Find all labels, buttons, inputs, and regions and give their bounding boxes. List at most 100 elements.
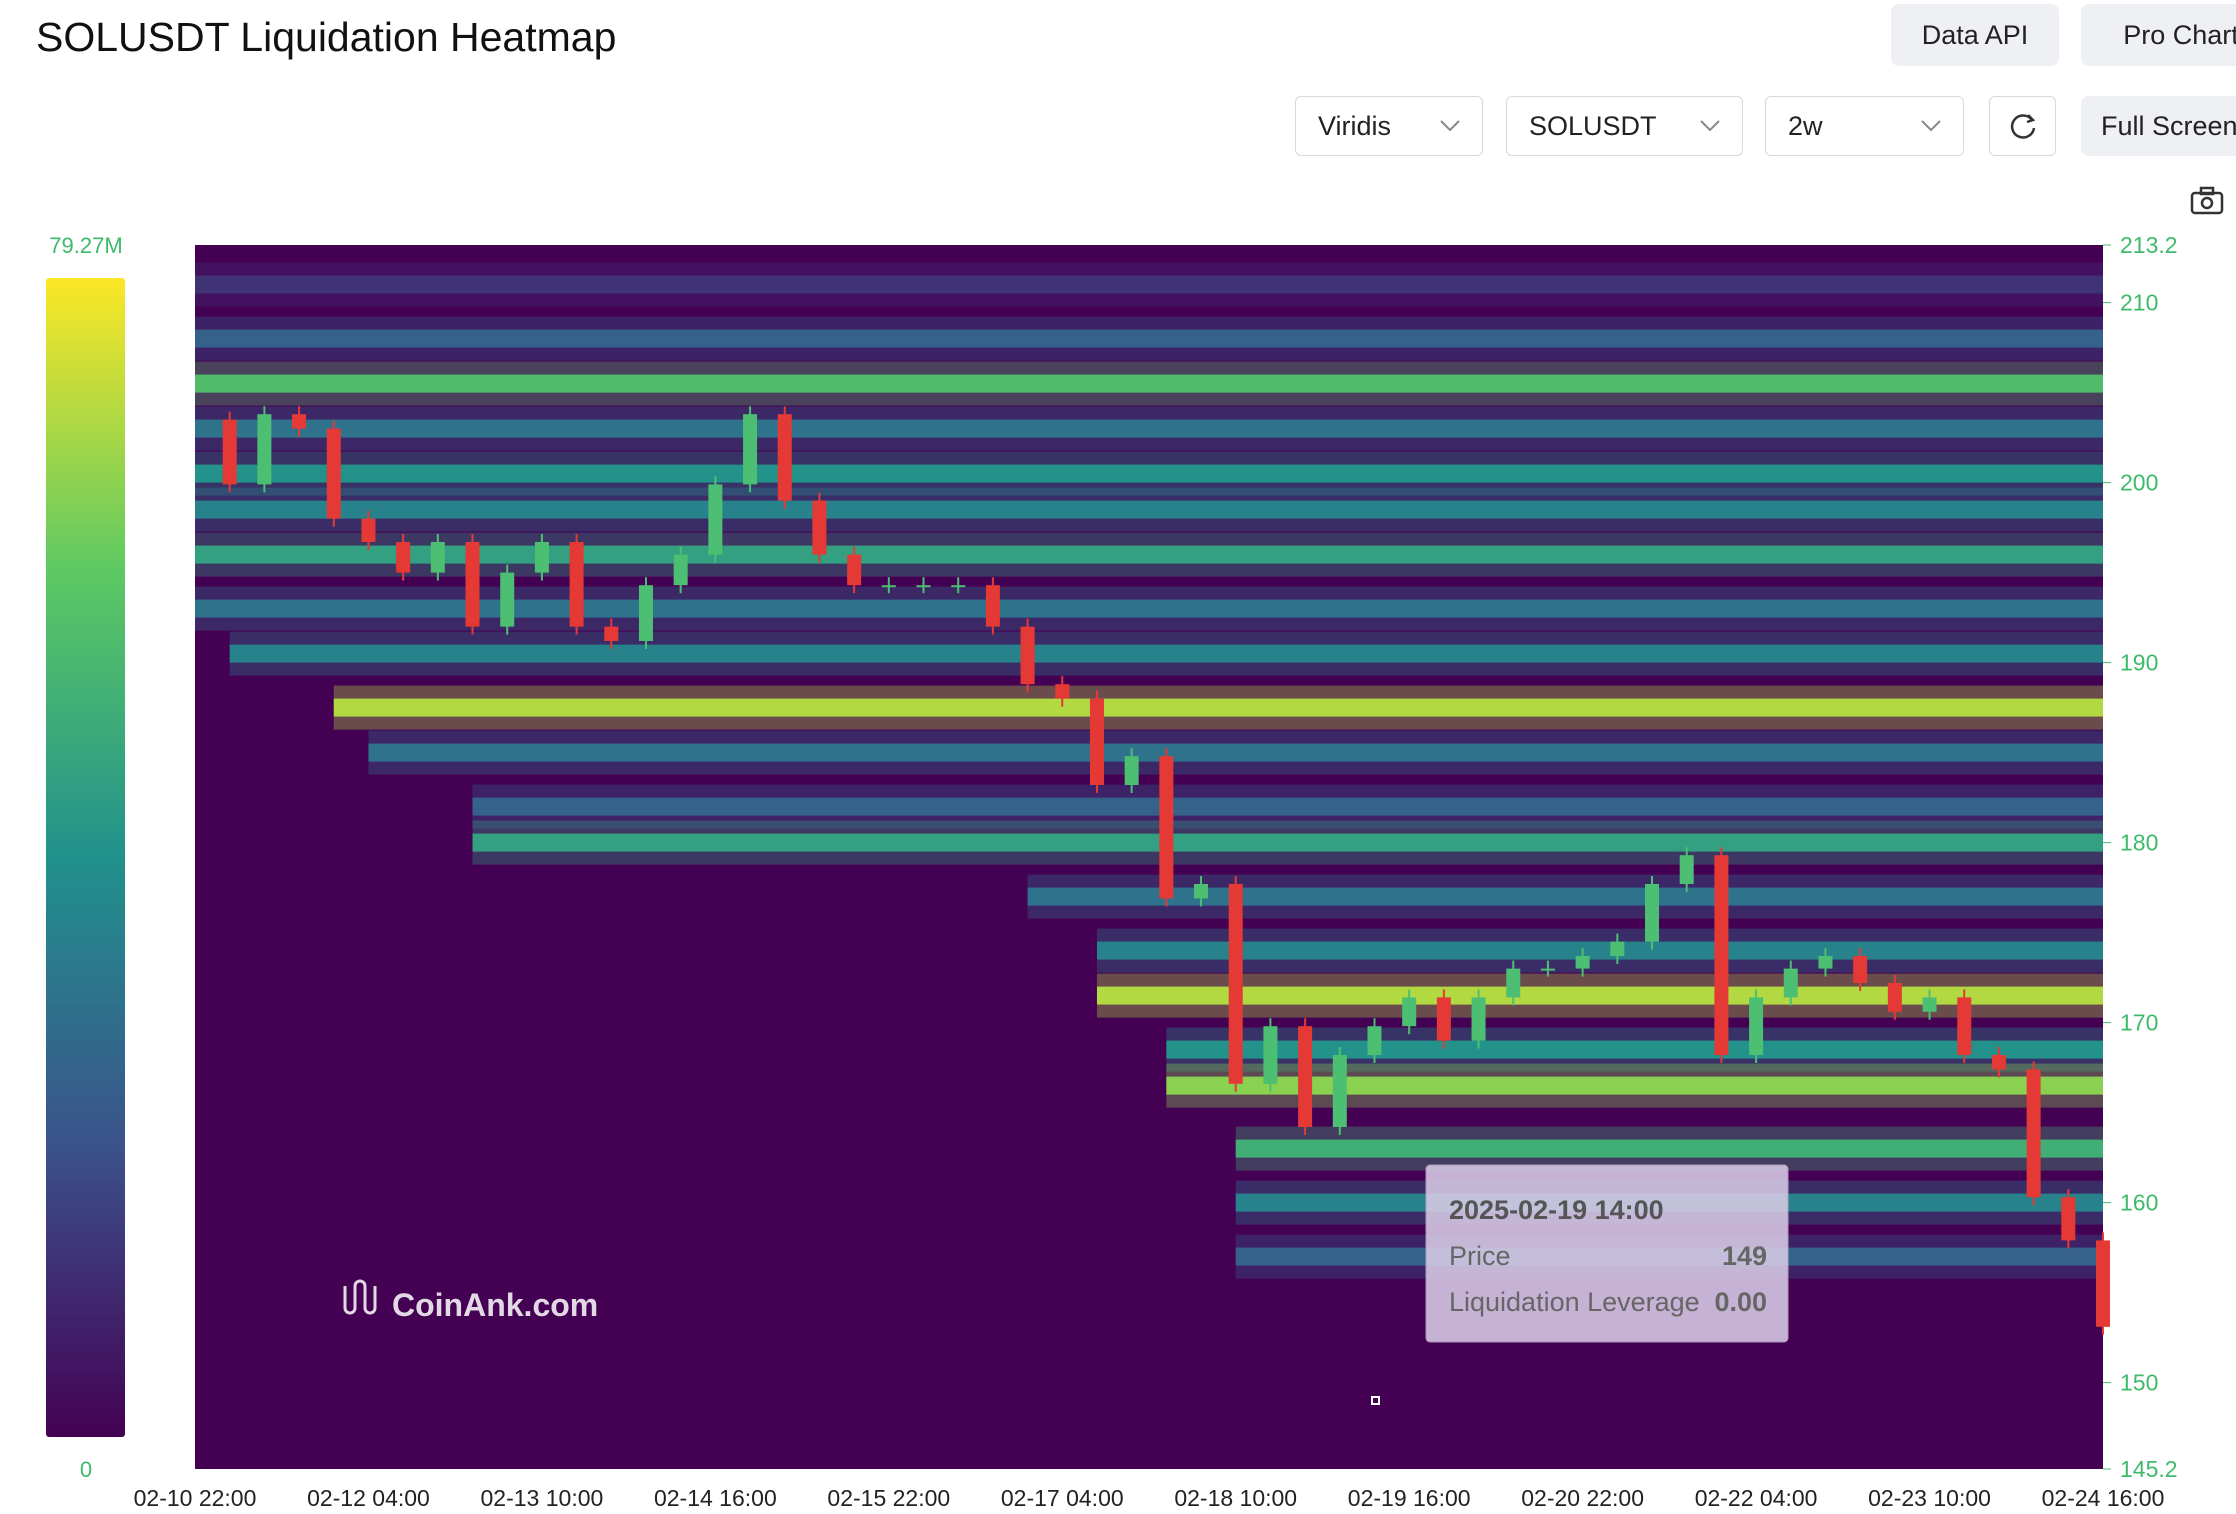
x-tick-label: 02-12 04:00	[307, 1485, 430, 1511]
colorbar-label: 0	[80, 1457, 92, 1482]
candle	[396, 542, 411, 573]
candle	[604, 626, 619, 641]
colorbar-label: 79.27M	[49, 233, 122, 258]
candle	[1887, 983, 1902, 1012]
candle	[1610, 941, 1625, 956]
liquidation-band	[229, 644, 2103, 663]
candle	[1540, 968, 1555, 971]
tooltip-time: 2025-02-19 14:00	[1449, 1195, 1664, 1225]
candle	[1922, 997, 1937, 1012]
camera-icon[interactable]	[2190, 186, 2224, 216]
candle	[708, 484, 723, 555]
cursor-marker	[1371, 1396, 1380, 1405]
colormap-value: Viridis	[1318, 110, 1392, 141]
liquidation-band	[368, 743, 2103, 762]
chevron	[1440, 120, 1460, 132]
candle	[2026, 1069, 2041, 1198]
colorbar	[46, 278, 125, 1437]
liquidation-band	[1096, 986, 2103, 1005]
candle	[534, 542, 549, 573]
watermark-logo	[343, 1279, 377, 1315]
liquidation-band	[1166, 1040, 2103, 1059]
candle	[361, 518, 376, 542]
y-tick-label: 150	[2120, 1370, 2158, 1396]
candle	[1783, 968, 1798, 998]
liquidation-band	[1235, 1139, 2103, 1158]
candle	[1124, 756, 1139, 785]
candle	[430, 542, 445, 573]
pro-chart-button[interactable]: Pro Chart	[2081, 4, 2236, 66]
candle	[1228, 884, 1243, 1084]
symbol-value: SOLUSDT	[1529, 110, 1657, 141]
range-value: 2w	[1788, 110, 1823, 141]
candle	[1575, 956, 1590, 969]
candle	[2096, 1240, 2110, 1327]
liquidation-band	[195, 329, 2103, 348]
candle	[847, 554, 862, 586]
refresh-button[interactable]	[1989, 96, 2056, 156]
y-tick-label: 145.2	[2120, 1456, 2178, 1482]
candle	[326, 428, 341, 519]
y-tick-label: 180	[2120, 830, 2158, 856]
liquidation-band	[195, 599, 2103, 618]
liquidation-band	[472, 797, 2103, 816]
candle	[1749, 997, 1764, 1055]
data-api-button[interactable]: Data API	[1891, 4, 2059, 66]
page-title: SOLUSDT Liquidation Heatmap	[36, 14, 617, 60]
colormap-select[interactable]: Viridis	[1295, 96, 1483, 156]
candle	[1506, 968, 1521, 998]
liquidation-band	[195, 374, 2103, 393]
candle	[1263, 1026, 1278, 1084]
candle	[1402, 997, 1417, 1027]
candle	[1194, 884, 1209, 899]
liquidation-band	[1027, 887, 2103, 906]
y-tick-label: 210	[2120, 290, 2158, 316]
candle	[292, 414, 307, 429]
y-tick-label: 170	[2120, 1010, 2158, 1036]
x-tick-label: 02-20 22:00	[1521, 1485, 1644, 1511]
candle	[985, 585, 1000, 627]
tooltip-value: 0.00	[1714, 1287, 1767, 1317]
candle	[638, 585, 653, 641]
chevron	[1700, 120, 1720, 132]
candle	[1020, 626, 1035, 685]
x-tick-label: 02-13 10:00	[481, 1485, 604, 1511]
x-tick-label: 02-18 10:00	[1174, 1485, 1297, 1511]
candle	[569, 542, 584, 627]
tooltip-value: 149	[1722, 1241, 1767, 1271]
candle	[465, 542, 480, 627]
liquidation-band	[195, 275, 2103, 294]
symbol-select[interactable]: SOLUSDT	[1506, 96, 1743, 156]
x-tick-label: 02-19 16:00	[1348, 1485, 1471, 1511]
watermark: CoinAnk.com	[392, 1287, 598, 1323]
y-tick-label: 213.2	[2120, 232, 2178, 258]
tooltip-label: Price	[1449, 1241, 1511, 1271]
candle	[1298, 1026, 1313, 1127]
candle	[1645, 884, 1660, 942]
candle	[222, 419, 237, 485]
x-tick-label: 02-15 22:00	[827, 1485, 950, 1511]
liquidation-band	[333, 698, 2103, 717]
fullscreen-button[interactable]: Full Screen	[2081, 96, 2236, 156]
candle	[1367, 1026, 1382, 1055]
candle	[1159, 756, 1174, 899]
x-tick-label: 02-23 10:00	[1868, 1485, 1991, 1511]
candle	[1714, 855, 1729, 1055]
candle	[743, 414, 758, 485]
tooltip-label: Liquidation Leverage	[1449, 1287, 1700, 1317]
liquidation-band	[1096, 941, 2103, 960]
candle	[1679, 855, 1694, 884]
x-tick-label: 02-10 22:00	[134, 1485, 257, 1511]
x-tick-label: 02-17 04:00	[1001, 1485, 1124, 1511]
liquidation-band	[472, 833, 2103, 852]
candle	[916, 585, 931, 588]
candle	[881, 585, 896, 588]
candle	[951, 585, 966, 588]
candle	[1818, 956, 1833, 969]
range-select[interactable]: 2w	[1765, 96, 1964, 156]
liquidation-band	[1166, 1076, 2103, 1095]
y-tick-label: 160	[2120, 1190, 2158, 1216]
x-tick-label: 02-22 04:00	[1695, 1485, 1818, 1511]
y-tick-label: 190	[2120, 650, 2158, 676]
